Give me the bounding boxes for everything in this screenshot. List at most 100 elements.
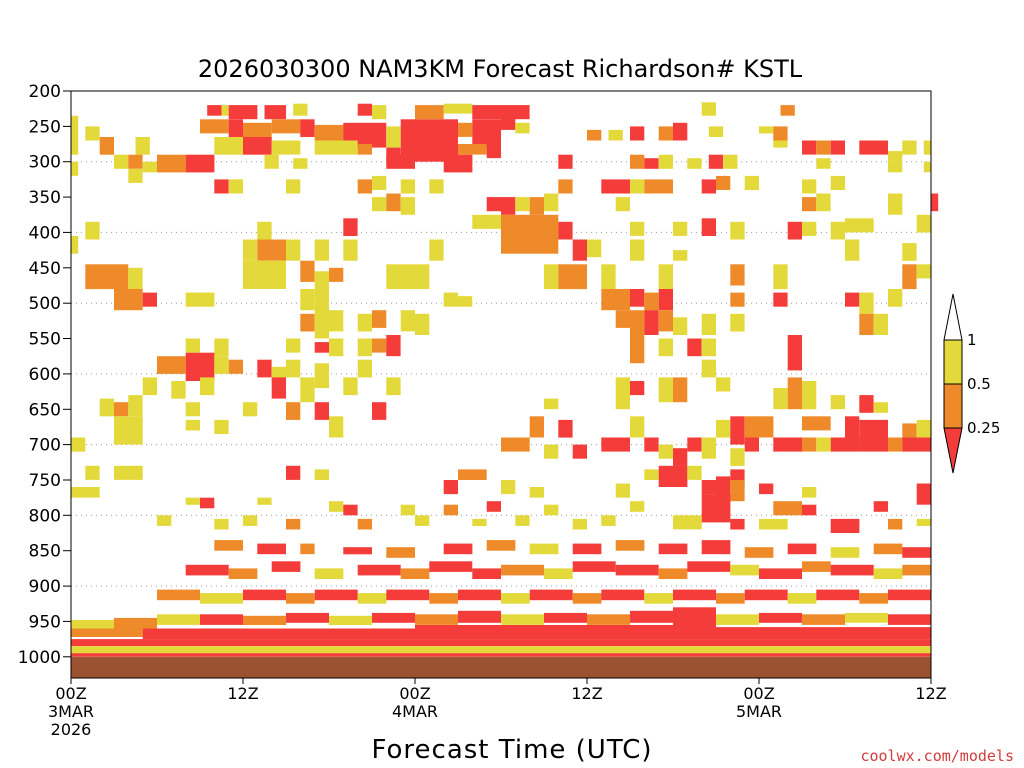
ri-cell bbox=[701, 494, 731, 523]
ri-cell bbox=[873, 402, 888, 413]
ri-cell bbox=[673, 589, 716, 601]
ri-cell bbox=[873, 313, 888, 335]
ri-cell bbox=[673, 377, 688, 403]
x-axis-label: Forecast Time (UTC) bbox=[371, 735, 652, 765]
ri-cell bbox=[142, 628, 415, 640]
ri-cell bbox=[243, 137, 272, 155]
ri-cell bbox=[300, 119, 315, 137]
y-tick-label: 650 bbox=[29, 400, 61, 420]
ri-cell bbox=[673, 250, 688, 261]
x-tick-label: 3MAR bbox=[48, 702, 94, 721]
ri-cell bbox=[214, 137, 243, 155]
ri-cell bbox=[314, 124, 344, 141]
y-tick-label: 200 bbox=[29, 82, 61, 102]
y-tick-label: 250 bbox=[29, 117, 61, 137]
y-tick-label: 750 bbox=[29, 471, 61, 491]
ri-cell bbox=[114, 289, 143, 311]
ri-cell bbox=[802, 416, 831, 431]
ri-cell bbox=[687, 338, 702, 357]
ri-cell bbox=[902, 243, 917, 261]
ri-cell bbox=[429, 593, 458, 604]
ri-cell bbox=[71, 653, 931, 657]
ri-cell bbox=[615, 377, 630, 410]
ri-cell bbox=[601, 589, 645, 601]
ri-cell bbox=[458, 589, 501, 601]
ri-cell bbox=[787, 221, 802, 240]
ri-cell bbox=[701, 179, 716, 194]
y-tick-label: 600 bbox=[29, 365, 61, 385]
ri-cell bbox=[142, 292, 157, 307]
ri-cell bbox=[71, 236, 79, 254]
ri-cell bbox=[400, 568, 430, 579]
ri-cell bbox=[293, 158, 308, 169]
ri-cell bbox=[716, 175, 731, 190]
ri-cell bbox=[859, 292, 874, 314]
ri-cell bbox=[257, 221, 272, 240]
ri-cell bbox=[114, 154, 129, 169]
ri-cell bbox=[386, 589, 430, 601]
ri-cell bbox=[257, 497, 272, 505]
ri-cell bbox=[544, 612, 587, 623]
ri-cell bbox=[185, 154, 215, 173]
ri-cell bbox=[615, 564, 659, 576]
ri-cell bbox=[888, 589, 931, 601]
ri-cell bbox=[458, 469, 487, 480]
x-tick-label: 12Z bbox=[571, 684, 602, 703]
y-tick-label: 350 bbox=[29, 188, 61, 208]
ri-cell bbox=[558, 179, 573, 194]
chart-title: 2026030300 NAM3KM Forecast Richardson# K… bbox=[198, 55, 803, 83]
ri-cell bbox=[357, 359, 372, 378]
ri-cell bbox=[214, 518, 229, 530]
credit-text[interactable]: coolwx.com/models bbox=[860, 747, 1014, 765]
ri-cell bbox=[501, 437, 530, 452]
ri-cell bbox=[658, 465, 688, 487]
x-tick-label: 00Z bbox=[743, 684, 774, 703]
ri-cell bbox=[716, 377, 731, 392]
ri-cell bbox=[615, 483, 630, 498]
ri-cell bbox=[673, 607, 716, 625]
ri-cell bbox=[314, 239, 329, 261]
ri-cell bbox=[630, 289, 645, 307]
ri-cell bbox=[286, 239, 301, 261]
ri-cell bbox=[544, 444, 559, 459]
ri-cell bbox=[730, 264, 745, 286]
ri-cell bbox=[114, 465, 143, 480]
ri-cell bbox=[658, 377, 673, 403]
ri-cell bbox=[200, 614, 243, 625]
ri-cell bbox=[673, 122, 688, 141]
ri-cell bbox=[816, 193, 831, 212]
x-tick-label: 2026 bbox=[51, 720, 92, 739]
x-tick-label: 5MAR bbox=[736, 702, 782, 721]
ri-cell bbox=[400, 310, 415, 332]
ri-cell bbox=[486, 197, 501, 212]
ri-cell bbox=[185, 352, 215, 381]
ri-cell bbox=[228, 179, 243, 194]
ri-cell bbox=[458, 610, 501, 623]
ri-cell bbox=[673, 317, 688, 335]
ri-cell bbox=[630, 154, 645, 169]
ri-cell bbox=[185, 419, 200, 431]
ri-cell bbox=[673, 221, 688, 236]
ri-cell bbox=[171, 381, 186, 399]
ri-cell bbox=[207, 105, 222, 116]
ri-cell bbox=[529, 487, 544, 498]
ri-cell bbox=[128, 154, 143, 169]
ri-cell bbox=[630, 239, 645, 261]
ri-cell bbox=[286, 338, 301, 353]
ri-cell bbox=[400, 504, 415, 516]
ri-cell bbox=[286, 593, 315, 604]
ri-cell bbox=[286, 359, 301, 378]
ri-cell bbox=[314, 363, 329, 389]
ri-cell bbox=[716, 419, 731, 438]
ri-cell bbox=[243, 402, 258, 417]
ri-cell bbox=[601, 289, 630, 311]
ri-cell bbox=[544, 504, 559, 516]
ri-cell bbox=[185, 292, 215, 307]
ri-cell bbox=[601, 264, 616, 290]
ri-cell bbox=[214, 419, 229, 434]
ri-cell bbox=[114, 416, 143, 445]
ri-cell bbox=[630, 416, 645, 438]
ri-cell bbox=[329, 310, 344, 332]
ri-cell bbox=[314, 271, 329, 289]
